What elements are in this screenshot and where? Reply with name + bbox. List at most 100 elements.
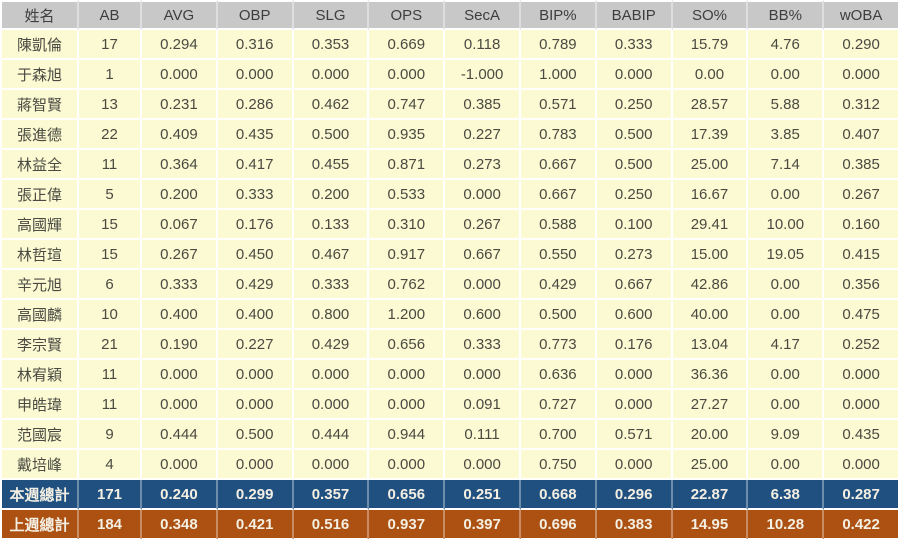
stat-cell-ops: 0.533 (369, 180, 446, 210)
stat-cell-avg: 0.000 (142, 450, 218, 480)
table-row: 申皓瑋 11 0.000 0.000 0.000 0.000 0.091 0.727 0.000… (0, 390, 900, 420)
stat-cell-sopct: 15.00 (672, 240, 749, 270)
stat-cell-slg: 0.000 (293, 60, 370, 90)
total-stat-cell-seca: 0.251 (445, 480, 521, 510)
total-stat-cell-babip: 0.296 (596, 480, 673, 510)
stat-cell-woba: 0.385 (824, 150, 900, 180)
stat-cell-ab: 11 (79, 150, 142, 180)
stat-cell-woba: 0.000 (824, 390, 900, 420)
table-row: 李宗賢 21 0.190 0.227 0.429 0.656 0.333 0.773 0.176… (0, 330, 900, 360)
stat-cell-obp: 0.000 (217, 360, 294, 390)
stat-cell-babip: 0.176 (596, 330, 673, 360)
stat-cell-seca: 0.333 (445, 330, 521, 360)
stat-cell-ops: 0.935 (369, 120, 446, 150)
stat-cell-ab: 1 (79, 60, 142, 90)
stat-cell-ab: 21 (79, 330, 142, 360)
stat-cell-sopct: 27.27 (672, 390, 749, 420)
stat-cell-sopct: 20.00 (672, 420, 749, 450)
stat-cell-ops: 0.669 (369, 30, 446, 60)
column-header-bippct: BIP% (520, 0, 597, 30)
stat-cell-obp: 0.316 (217, 30, 294, 60)
stat-cell-woba: 0.267 (824, 180, 900, 210)
stat-cell-seca: 0.000 (445, 270, 521, 300)
stat-cell-bippct: 0.783 (520, 120, 597, 150)
table-row: 辛元旭 6 0.333 0.429 0.333 0.762 0.000 0.429 0.667 4… (0, 270, 900, 300)
stat-cell-seca: 0.000 (445, 450, 521, 480)
stat-cell-slg: 0.133 (293, 210, 370, 240)
stat-cell-sopct: 25.00 (672, 450, 749, 480)
column-header-avg: AVG (142, 0, 218, 30)
stat-cell-seca: 0.000 (445, 360, 521, 390)
stat-cell-woba: 0.000 (824, 450, 900, 480)
stat-cell-obp: 0.000 (217, 390, 294, 420)
stat-cell-ab: 15 (79, 240, 142, 270)
stat-cell-avg: 0.000 (142, 390, 218, 420)
total-stat-cell-slg: 0.516 (293, 510, 370, 539)
table-row: 張進德 22 0.409 0.435 0.500 0.935 0.227 0.783 0.500… (0, 120, 900, 150)
stat-cell-ab: 9 (79, 420, 142, 450)
stat-cell-bippct: 0.550 (520, 240, 597, 270)
column-header-seca: SecA (445, 0, 521, 30)
total-stat-cell-slg: 0.357 (293, 480, 370, 510)
stat-cell-bippct: 0.500 (520, 300, 597, 330)
stat-cell-bippct: 0.789 (520, 30, 597, 60)
total-stat-cell-woba: 0.422 (824, 510, 900, 539)
table-row: 張正偉 5 0.200 0.333 0.200 0.533 0.000 0.667 0.250 1… (0, 180, 900, 210)
stat-cell-babip: 0.273 (596, 240, 673, 270)
table-row: 林哲瑄 15 0.267 0.450 0.467 0.917 0.667 0.550 0.273… (0, 240, 900, 270)
stat-cell-babip: 0.500 (596, 150, 673, 180)
stat-cell-bippct: 0.750 (520, 450, 597, 480)
stat-cell-woba: 0.356 (824, 270, 900, 300)
player-name-cell: 林宥穎 (0, 360, 79, 390)
stat-cell-bbpct: 10.00 (748, 210, 825, 240)
stat-cell-slg: 0.800 (293, 300, 370, 330)
total-stat-cell-avg: 0.348 (142, 510, 218, 539)
total-label-cell: 本週總計 (0, 480, 79, 510)
column-header-slg: SLG (293, 0, 370, 30)
stat-cell-ops: 0.762 (369, 270, 446, 300)
stat-cell-bbpct: 0.00 (748, 390, 825, 420)
column-header-sopct: SO% (672, 0, 749, 30)
stat-cell-avg: 0.200 (142, 180, 218, 210)
stat-cell-bbpct: 0.00 (748, 270, 825, 300)
stat-cell-ops: 0.917 (369, 240, 446, 270)
stat-cell-ab: 15 (79, 210, 142, 240)
total-stat-cell-woba: 0.287 (824, 480, 900, 510)
stat-cell-avg: 0.294 (142, 30, 218, 60)
stat-cell-bippct: 0.588 (520, 210, 597, 240)
total-stat-cell-obp: 0.421 (217, 510, 294, 539)
stat-cell-sopct: 36.36 (672, 360, 749, 390)
stat-cell-slg: 0.333 (293, 270, 370, 300)
stat-cell-babip: 0.250 (596, 90, 673, 120)
stat-cell-sopct: 13.04 (672, 330, 749, 360)
stat-cell-slg: 0.462 (293, 90, 370, 120)
stat-cell-slg: 0.455 (293, 150, 370, 180)
total-stat-cell-sopct: 22.87 (672, 480, 749, 510)
stat-cell-ab: 6 (79, 270, 142, 300)
stat-cell-avg: 0.400 (142, 300, 218, 330)
stat-cell-ops: 0.000 (369, 360, 446, 390)
stat-cell-bbpct: 4.17 (748, 330, 825, 360)
stat-cell-seca: 0.600 (445, 300, 521, 330)
stat-cell-slg: 0.353 (293, 30, 370, 60)
stat-cell-avg: 0.000 (142, 360, 218, 390)
total-stat-cell-seca: 0.397 (445, 510, 521, 539)
stat-cell-woba: 0.415 (824, 240, 900, 270)
player-name-cell: 張正偉 (0, 180, 79, 210)
table-row: 林益全 11 0.364 0.417 0.455 0.871 0.273 0.667 0.500… (0, 150, 900, 180)
stat-cell-ab: 11 (79, 390, 142, 420)
stat-cell-ops: 0.944 (369, 420, 446, 450)
total-stat-cell-ops: 0.937 (369, 510, 446, 539)
stat-cell-ab: 11 (79, 360, 142, 390)
stat-cell-ab: 17 (79, 30, 142, 60)
stat-cell-obp: 0.400 (217, 300, 294, 330)
stat-cell-ops: 1.200 (369, 300, 446, 330)
stat-cell-bbpct: 7.14 (748, 150, 825, 180)
stat-cell-seca: 0.667 (445, 240, 521, 270)
column-header-obp: OBP (217, 0, 294, 30)
stat-cell-slg: 0.429 (293, 330, 370, 360)
stat-cell-sopct: 17.39 (672, 120, 749, 150)
stat-cell-bbpct: 0.00 (748, 60, 825, 90)
stat-cell-babip: 0.333 (596, 30, 673, 60)
